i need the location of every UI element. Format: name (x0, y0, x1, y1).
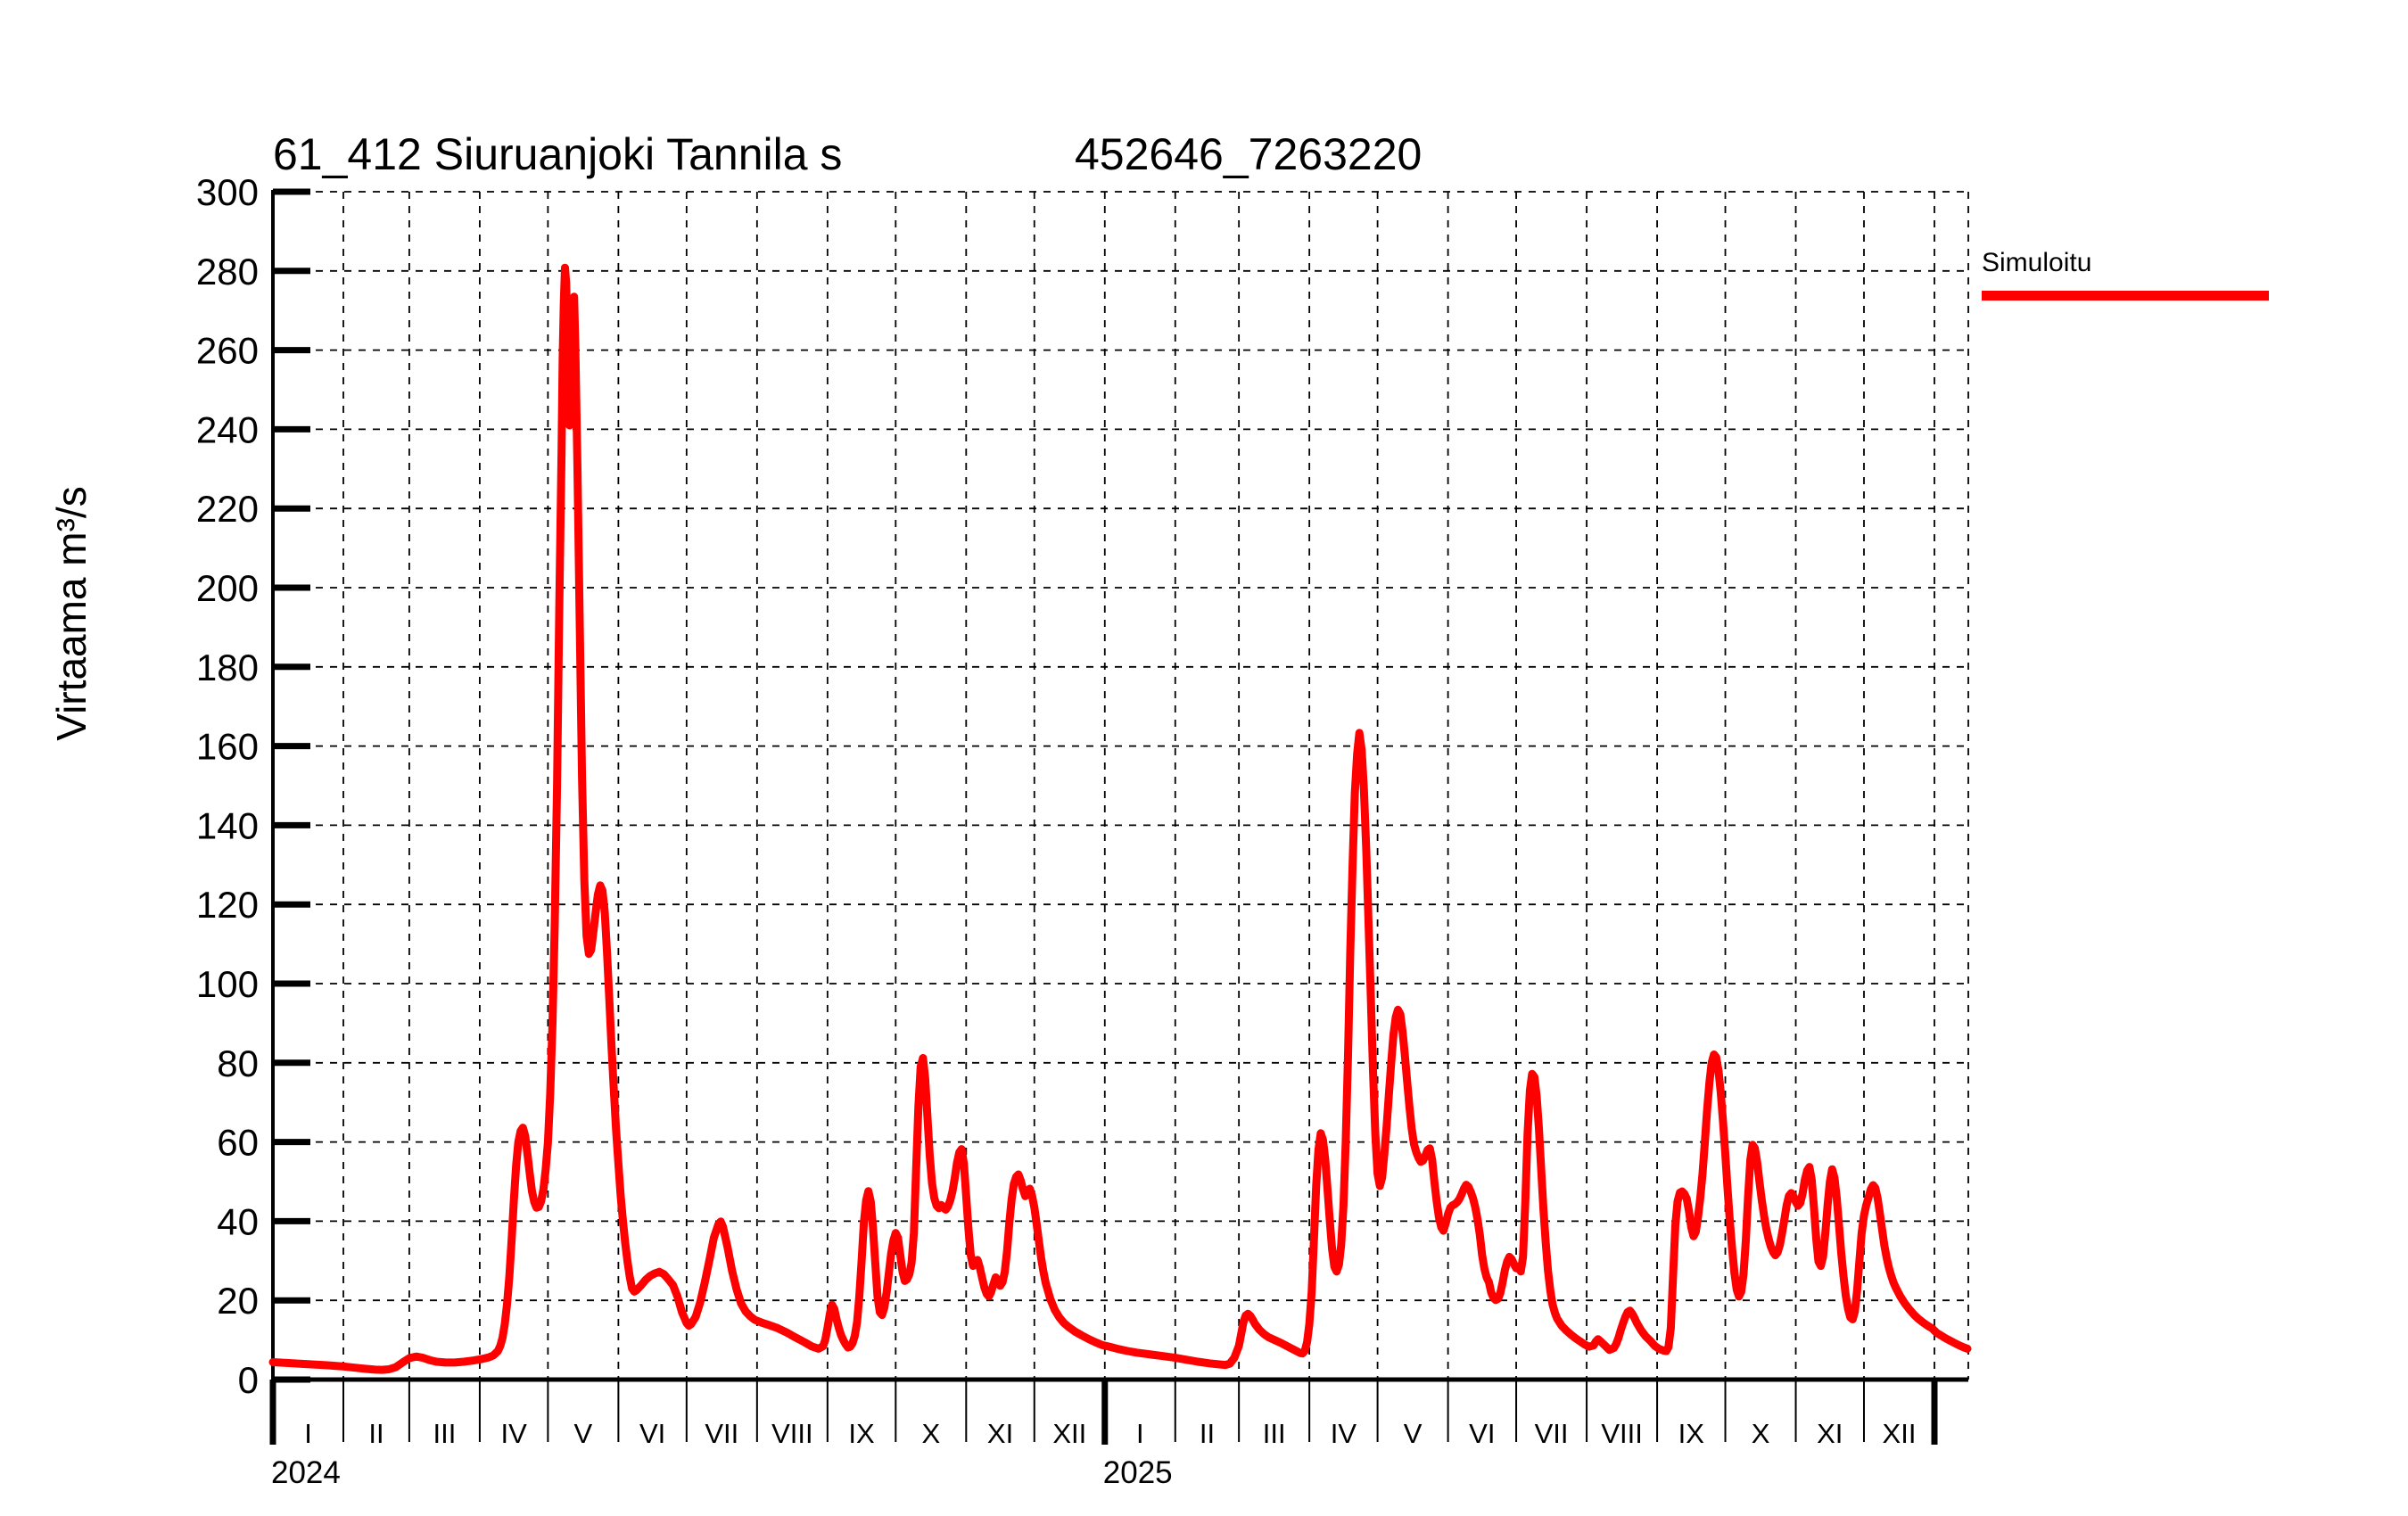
y-tick-label: 240 (196, 408, 259, 450)
y-tick-label: 60 (217, 1122, 259, 1164)
month-label: XII (1052, 1418, 1086, 1449)
chart-title-station: 61_412 Siuruanjoki Tannila s (273, 129, 843, 179)
legend-series-line-swatch (1982, 291, 2269, 301)
y-tick-label: 220 (196, 488, 259, 530)
legend-series-label: Simuloitu (1982, 248, 2092, 277)
year-label: 2024 (271, 1455, 341, 1490)
y-tick-label: 120 (196, 884, 259, 926)
y-tick-label: 0 (238, 1359, 259, 1401)
month-label: VI (1469, 1418, 1495, 1449)
month-label: V (1404, 1418, 1423, 1449)
month-label: I (1136, 1418, 1144, 1449)
y-tick-label: 140 (196, 804, 259, 846)
y-tick-label: 80 (217, 1042, 259, 1084)
month-label: V (574, 1418, 593, 1449)
month-label: IV (1331, 1418, 1357, 1449)
month-label: X (1752, 1418, 1770, 1449)
y-axis-title: Virtaama m³/s (48, 486, 95, 741)
year-label: 2025 (1103, 1455, 1173, 1490)
legend: Simuloitu (1982, 248, 2338, 301)
month-label: III (1263, 1418, 1286, 1449)
y-tick-label: 160 (196, 726, 259, 768)
y-tick-label: 200 (196, 567, 259, 609)
y-tick-label: 280 (196, 251, 259, 292)
month-label: VIII (1601, 1418, 1643, 1449)
month-label: III (433, 1418, 456, 1449)
month-label: XI (987, 1418, 1013, 1449)
y-tick-label: 180 (196, 647, 259, 688)
month-label: VIII (771, 1418, 813, 1449)
y-tick-label: 20 (217, 1280, 259, 1322)
month-label: I (304, 1418, 312, 1449)
month-label: IX (1678, 1418, 1705, 1449)
y-tick-label: 100 (196, 963, 259, 1005)
month-label: II (1200, 1418, 1215, 1449)
y-tick-label: 260 (196, 330, 259, 372)
month-label: XII (1883, 1418, 1917, 1449)
month-label: IX (848, 1418, 875, 1449)
flow-curve-simuloitu (268, 263, 1972, 1374)
y-tick-label: 300 (196, 171, 259, 213)
y-tick-label: 40 (217, 1200, 259, 1242)
month-label: XI (1817, 1418, 1843, 1449)
month-label: VII (1535, 1418, 1569, 1449)
month-label: IV (500, 1418, 527, 1449)
chart-title-coordinates: 452646_7263220 (1075, 129, 1423, 179)
month-label: X (921, 1418, 940, 1449)
month-label: VI (639, 1418, 665, 1449)
month-label: VII (705, 1418, 738, 1449)
month-label: II (368, 1418, 383, 1449)
